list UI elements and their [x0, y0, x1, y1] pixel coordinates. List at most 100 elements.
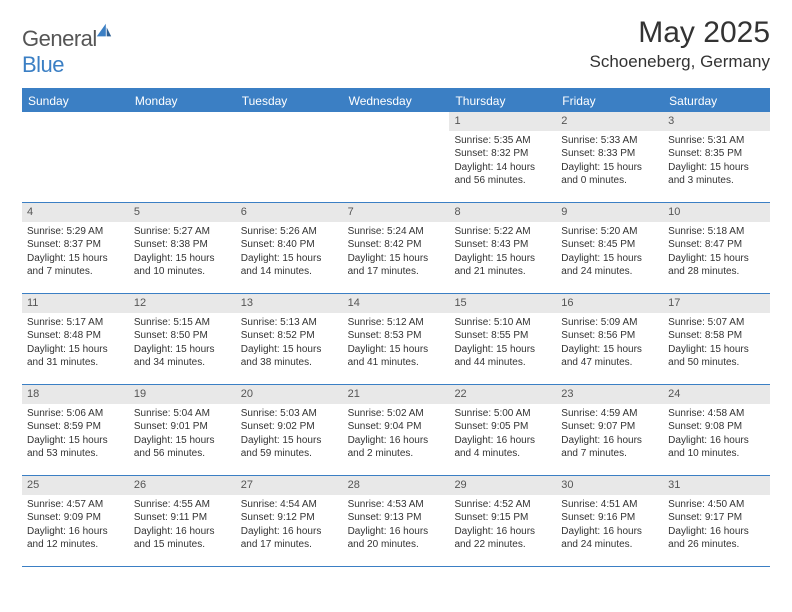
- day-cell: 28Sunrise: 4:53 AMSunset: 9:13 PMDayligh…: [343, 476, 450, 566]
- day-number: 9: [556, 203, 663, 222]
- sunset-text: Sunset: 8:47 PM: [668, 238, 765, 252]
- location-label: Schoeneberg, Germany: [590, 52, 771, 72]
- daylight-text-1: Daylight: 16 hours: [668, 434, 765, 448]
- sunrise-text: Sunrise: 5:35 AM: [454, 134, 551, 148]
- daylight-text-1: Daylight: 15 hours: [241, 252, 338, 266]
- daylight-text-1: Daylight: 15 hours: [668, 343, 765, 357]
- sunrise-text: Sunrise: 4:50 AM: [668, 498, 765, 512]
- daylight-text-1: Daylight: 16 hours: [348, 434, 445, 448]
- day-cell: 15Sunrise: 5:10 AMSunset: 8:55 PMDayligh…: [449, 294, 556, 384]
- daylight-text-1: Daylight: 16 hours: [27, 525, 124, 539]
- daylight-text-2: and 28 minutes.: [668, 265, 765, 279]
- daylight-text-1: Daylight: 15 hours: [27, 252, 124, 266]
- page-title: May 2025: [590, 16, 771, 50]
- daylight-text-2: and 24 minutes.: [561, 265, 658, 279]
- day-number: 21: [343, 385, 450, 404]
- daylight-text-2: and 10 minutes.: [134, 265, 231, 279]
- sunset-text: Sunset: 9:05 PM: [454, 420, 551, 434]
- day-body: Sunrise: 5:27 AMSunset: 8:38 PMDaylight:…: [129, 222, 236, 284]
- sunset-text: Sunset: 9:15 PM: [454, 511, 551, 525]
- dow-cell: Tuesday: [236, 90, 343, 112]
- sunrise-text: Sunrise: 5:03 AM: [241, 407, 338, 421]
- daylight-text-1: Daylight: 15 hours: [668, 161, 765, 175]
- day-number: 31: [663, 476, 770, 495]
- daylight-text-1: Daylight: 15 hours: [668, 252, 765, 266]
- day-cell: 3Sunrise: 5:31 AMSunset: 8:35 PMDaylight…: [663, 112, 770, 202]
- day-number: 13: [236, 294, 343, 313]
- day-number: 2: [556, 112, 663, 131]
- daylight-text-1: Daylight: 16 hours: [134, 525, 231, 539]
- sunrise-text: Sunrise: 5:00 AM: [454, 407, 551, 421]
- week-row: 4Sunrise: 5:29 AMSunset: 8:37 PMDaylight…: [22, 203, 770, 294]
- sunset-text: Sunset: 8:35 PM: [668, 147, 765, 161]
- daylight-text-1: Daylight: 15 hours: [27, 343, 124, 357]
- daylight-text-2: and 10 minutes.: [668, 447, 765, 461]
- day-number: 24: [663, 385, 770, 404]
- week-row: 18Sunrise: 5:06 AMSunset: 8:59 PMDayligh…: [22, 385, 770, 476]
- day-number: [343, 112, 450, 116]
- daylight-text-2: and 53 minutes.: [27, 447, 124, 461]
- daylight-text-2: and 47 minutes.: [561, 356, 658, 370]
- dow-cell: Wednesday: [343, 90, 450, 112]
- daylight-text-1: Daylight: 15 hours: [348, 252, 445, 266]
- day-cell: 26Sunrise: 4:55 AMSunset: 9:11 PMDayligh…: [129, 476, 236, 566]
- sunrise-text: Sunrise: 4:57 AM: [27, 498, 124, 512]
- daylight-text-1: Daylight: 16 hours: [561, 525, 658, 539]
- sunset-text: Sunset: 9:13 PM: [348, 511, 445, 525]
- day-number: 7: [343, 203, 450, 222]
- day-cell: 6Sunrise: 5:26 AMSunset: 8:40 PMDaylight…: [236, 203, 343, 293]
- sunrise-text: Sunrise: 5:33 AM: [561, 134, 658, 148]
- sunrise-text: Sunrise: 4:54 AM: [241, 498, 338, 512]
- sunset-text: Sunset: 8:43 PM: [454, 238, 551, 252]
- day-cell: 16Sunrise: 5:09 AMSunset: 8:56 PMDayligh…: [556, 294, 663, 384]
- sunset-text: Sunset: 8:37 PM: [27, 238, 124, 252]
- daylight-text-1: Daylight: 15 hours: [561, 161, 658, 175]
- logo-word-2: Blue: [22, 52, 64, 77]
- day-body: Sunrise: 4:58 AMSunset: 9:08 PMDaylight:…: [663, 404, 770, 466]
- daylight-text-2: and 41 minutes.: [348, 356, 445, 370]
- day-body: Sunrise: 5:15 AMSunset: 8:50 PMDaylight:…: [129, 313, 236, 375]
- logo-text: GeneralBlue: [22, 22, 113, 78]
- day-number: 12: [129, 294, 236, 313]
- daylight-text-2: and 15 minutes.: [134, 538, 231, 552]
- sunset-text: Sunset: 8:32 PM: [454, 147, 551, 161]
- daylight-text-2: and 20 minutes.: [348, 538, 445, 552]
- day-body: Sunrise: 5:04 AMSunset: 9:01 PMDaylight:…: [129, 404, 236, 466]
- sunrise-text: Sunrise: 5:24 AM: [348, 225, 445, 239]
- daylight-text-1: Daylight: 16 hours: [454, 434, 551, 448]
- dow-cell: Sunday: [22, 90, 129, 112]
- daylight-text-2: and 22 minutes.: [454, 538, 551, 552]
- daylight-text-2: and 38 minutes.: [241, 356, 338, 370]
- daylight-text-2: and 12 minutes.: [27, 538, 124, 552]
- daylight-text-2: and 26 minutes.: [668, 538, 765, 552]
- day-body: Sunrise: 5:35 AMSunset: 8:32 PMDaylight:…: [449, 131, 556, 193]
- day-body: Sunrise: 5:06 AMSunset: 8:59 PMDaylight:…: [22, 404, 129, 466]
- day-body: Sunrise: 5:09 AMSunset: 8:56 PMDaylight:…: [556, 313, 663, 375]
- day-body: Sunrise: 4:57 AMSunset: 9:09 PMDaylight:…: [22, 495, 129, 557]
- day-body: Sunrise: 5:07 AMSunset: 8:58 PMDaylight:…: [663, 313, 770, 375]
- daylight-text-1: Daylight: 15 hours: [134, 343, 231, 357]
- daylight-text-1: Daylight: 15 hours: [241, 434, 338, 448]
- days-of-week-row: SundayMondayTuesdayWednesdayThursdayFrid…: [22, 90, 770, 112]
- day-body: Sunrise: 5:10 AMSunset: 8:55 PMDaylight:…: [449, 313, 556, 375]
- day-body: Sunrise: 5:33 AMSunset: 8:33 PMDaylight:…: [556, 131, 663, 193]
- sunset-text: Sunset: 8:42 PM: [348, 238, 445, 252]
- header: GeneralBlue May 2025 Schoeneberg, German…: [22, 16, 770, 78]
- sunrise-text: Sunrise: 5:02 AM: [348, 407, 445, 421]
- day-cell: 23Sunrise: 4:59 AMSunset: 9:07 PMDayligh…: [556, 385, 663, 475]
- day-cell: 18Sunrise: 5:06 AMSunset: 8:59 PMDayligh…: [22, 385, 129, 475]
- daylight-text-1: Daylight: 15 hours: [348, 343, 445, 357]
- day-number: 5: [129, 203, 236, 222]
- sunrise-text: Sunrise: 5:10 AM: [454, 316, 551, 330]
- calendar: SundayMondayTuesdayWednesdayThursdayFrid…: [22, 88, 770, 567]
- sunset-text: Sunset: 8:52 PM: [241, 329, 338, 343]
- day-number: 16: [556, 294, 663, 313]
- sail-icon: [95, 22, 113, 40]
- sunset-text: Sunset: 9:02 PM: [241, 420, 338, 434]
- day-number: [236, 112, 343, 116]
- dow-cell: Friday: [556, 90, 663, 112]
- day-body: Sunrise: 5:22 AMSunset: 8:43 PMDaylight:…: [449, 222, 556, 284]
- daylight-text-2: and 14 minutes.: [241, 265, 338, 279]
- sunrise-text: Sunrise: 5:22 AM: [454, 225, 551, 239]
- sunset-text: Sunset: 9:08 PM: [668, 420, 765, 434]
